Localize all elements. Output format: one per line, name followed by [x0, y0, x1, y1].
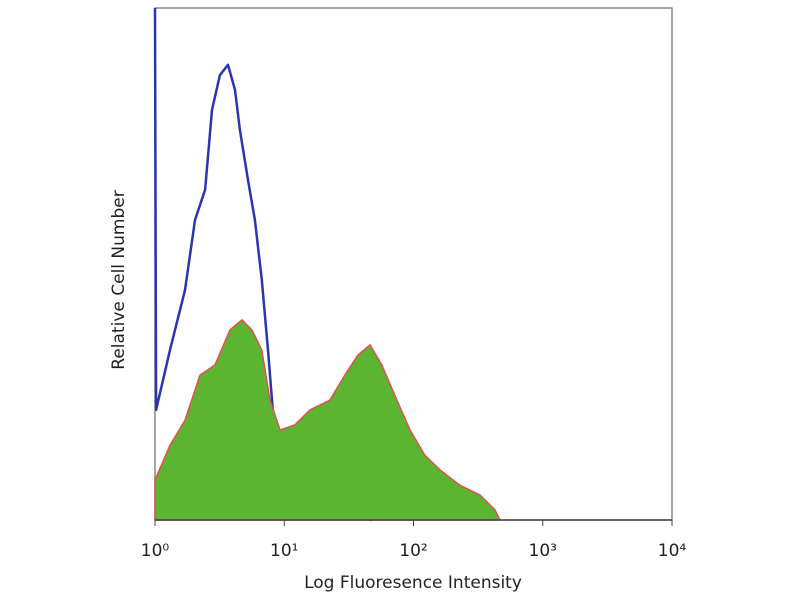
x-tick-label: 10⁴	[658, 541, 687, 561]
x-tick-label: 10¹	[270, 541, 298, 561]
y-axis-label: Relative Cell Number	[109, 190, 129, 369]
x-tick-label: 10³	[529, 541, 557, 561]
histogram-area	[154, 319, 501, 521]
x-axis-label: Log Fluoresence Intensity	[304, 573, 522, 593]
x-tick-label: 10²	[399, 541, 427, 561]
x-tick-label: 10⁰	[141, 541, 170, 561]
